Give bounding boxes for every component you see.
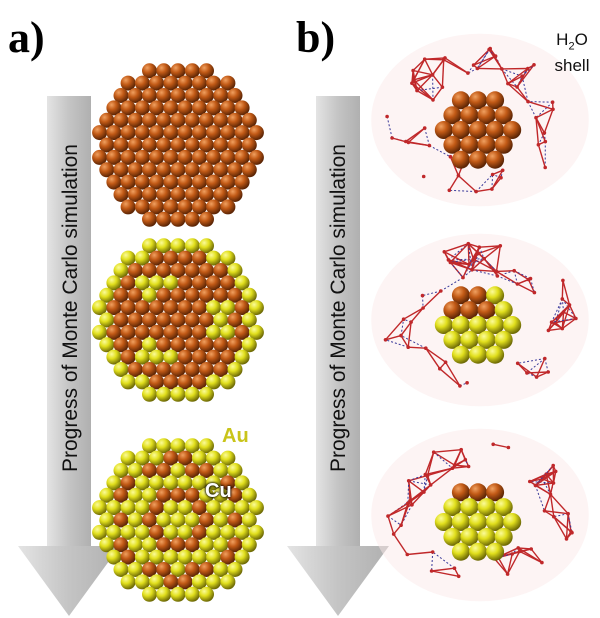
cluster-a-1: [92, 63, 264, 227]
cu-label: Cu: [205, 480, 232, 502]
arrow-b: [287, 96, 389, 616]
panel-label-b: b): [296, 13, 336, 62]
shell-word: shell: [554, 56, 590, 76]
shell-formula-sub: 2: [568, 40, 575, 53]
arrow-a-text: Progress of Monte Carlo simulation: [59, 144, 82, 472]
cluster-a-3: [92, 438, 264, 602]
cluster-a-2: [92, 238, 264, 402]
panel-label-a: a): [8, 13, 45, 62]
au-label: Au: [222, 425, 249, 447]
h2o-shell-label: H2O shell: [548, 30, 596, 75]
core-b-3: [434, 483, 522, 561]
shell-formula-o: O: [574, 30, 588, 49]
shell-formula-h: H: [556, 30, 569, 49]
arrow-a: [18, 96, 120, 616]
arrow-b-text: Progress of Monte Carlo simulation: [327, 144, 350, 472]
core-b-2: [434, 286, 522, 364]
core-b-1: [434, 91, 522, 169]
